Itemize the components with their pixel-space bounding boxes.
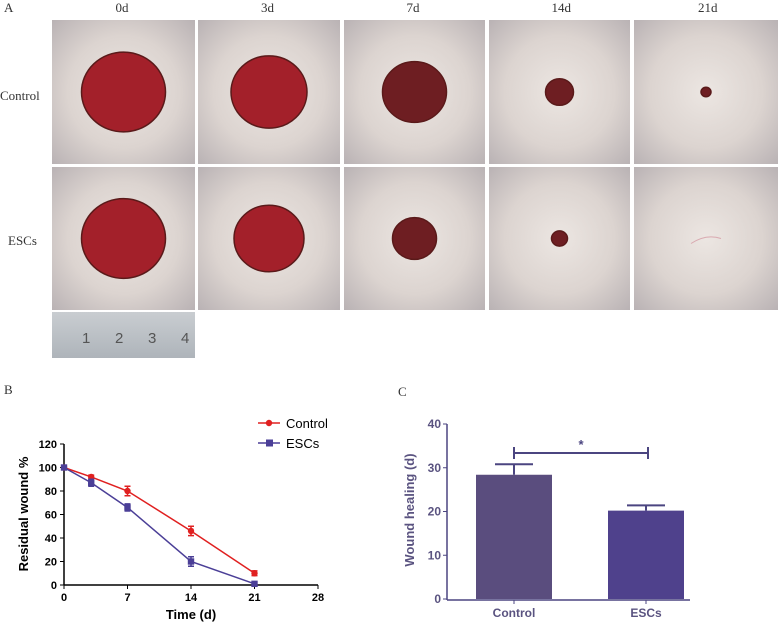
y-tick-label: 60: [45, 510, 57, 522]
error-bar: [495, 463, 533, 475]
panel-c-label: C: [398, 384, 407, 399]
x-tick-label: 7: [124, 592, 130, 604]
wound-photo-control-7d: [344, 20, 485, 164]
error-bar: [627, 504, 665, 511]
y-tick-label: 20: [45, 557, 57, 569]
y-tick-label: 10: [428, 548, 442, 562]
legend-label: Control: [286, 416, 328, 431]
day-label-3d: 3d: [261, 0, 274, 15]
panel-a-label: A: [4, 0, 14, 15]
wound-photo-control-21d: [634, 20, 778, 164]
data-point: [124, 504, 131, 511]
panel-b-label: B: [4, 382, 13, 397]
significance-star: *: [578, 437, 584, 452]
significance-bracket: [513, 447, 649, 459]
ruler-mark: 1: [82, 330, 91, 347]
data-point: [124, 487, 131, 495]
x-tick-label: 21: [248, 592, 260, 604]
row-label-escs: ESCs: [8, 233, 37, 248]
wound-photo-escs-7d: [344, 167, 485, 310]
y-tick-label: 0: [51, 580, 57, 592]
y-axis-label: Residual wound %: [16, 456, 31, 571]
legend-label: ESCs: [286, 436, 320, 451]
y-tick-label: 0: [434, 592, 441, 606]
y-tick-label: 30: [428, 461, 442, 475]
day-label-14d: 14d: [551, 0, 572, 15]
y-tick-label: 20: [428, 505, 442, 519]
x-tick-label: 28: [312, 592, 324, 604]
data-point: [187, 527, 195, 535]
row-label-control: Control: [0, 88, 40, 103]
data-point: [88, 473, 95, 481]
wound-photo-escs-3d: [198, 167, 340, 310]
ruler-mark: 4: [181, 330, 190, 347]
y-axis-label: Wound healing (d): [402, 453, 417, 566]
legend-marker: [266, 439, 273, 447]
x-tick-label: 14: [185, 592, 198, 604]
x-tick-label: 0: [61, 592, 67, 604]
x-tick-label: ESCs: [630, 606, 662, 620]
wound-photo-control-14d: [489, 20, 630, 164]
ruler-mark: 2: [115, 330, 124, 347]
legend-marker: [265, 419, 273, 427]
data-point: [88, 479, 95, 486]
x-axis-label: Time (d): [166, 607, 216, 622]
y-tick-label: 120: [39, 439, 57, 451]
data-point: [251, 580, 258, 588]
ruler-image: 1 2 3 4: [52, 312, 195, 358]
day-label-7d: 7d: [406, 0, 420, 15]
data-point: [60, 464, 68, 471]
bar-Control: [476, 474, 552, 599]
y-tick-label: 40: [45, 533, 57, 545]
x-tick-label: Control: [493, 606, 536, 620]
wound-photo-control-0d: [52, 20, 195, 164]
bar-ESCs: [608, 510, 684, 599]
data-point: [251, 570, 258, 577]
day-label-21d: 21d: [698, 0, 718, 15]
data-point: [187, 558, 195, 565]
y-tick-label: 40: [428, 417, 442, 431]
wound-photo-escs-14d: [489, 167, 630, 310]
wound-photo-escs-21d: [634, 167, 778, 310]
day-label-0d: 0d: [115, 0, 129, 15]
y-tick-label: 80: [45, 486, 57, 498]
wound-photo-escs-0d: [52, 167, 195, 310]
wound-photo-control-3d: [198, 20, 340, 164]
y-tick-label: 100: [39, 463, 57, 475]
ruler-mark: 3: [148, 330, 157, 347]
